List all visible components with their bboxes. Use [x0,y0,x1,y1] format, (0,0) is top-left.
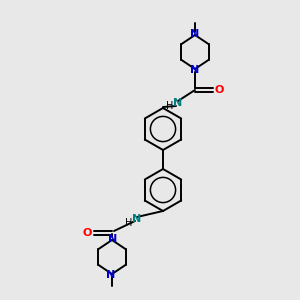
Text: N: N [173,98,183,108]
Text: H: H [166,101,174,111]
Text: O: O [214,85,224,95]
Text: N: N [190,65,200,75]
Text: N: N [106,270,116,280]
Text: N: N [108,234,118,244]
Text: H: H [125,218,133,228]
Text: O: O [82,228,92,238]
Text: N: N [132,214,142,224]
Text: N: N [190,29,200,39]
